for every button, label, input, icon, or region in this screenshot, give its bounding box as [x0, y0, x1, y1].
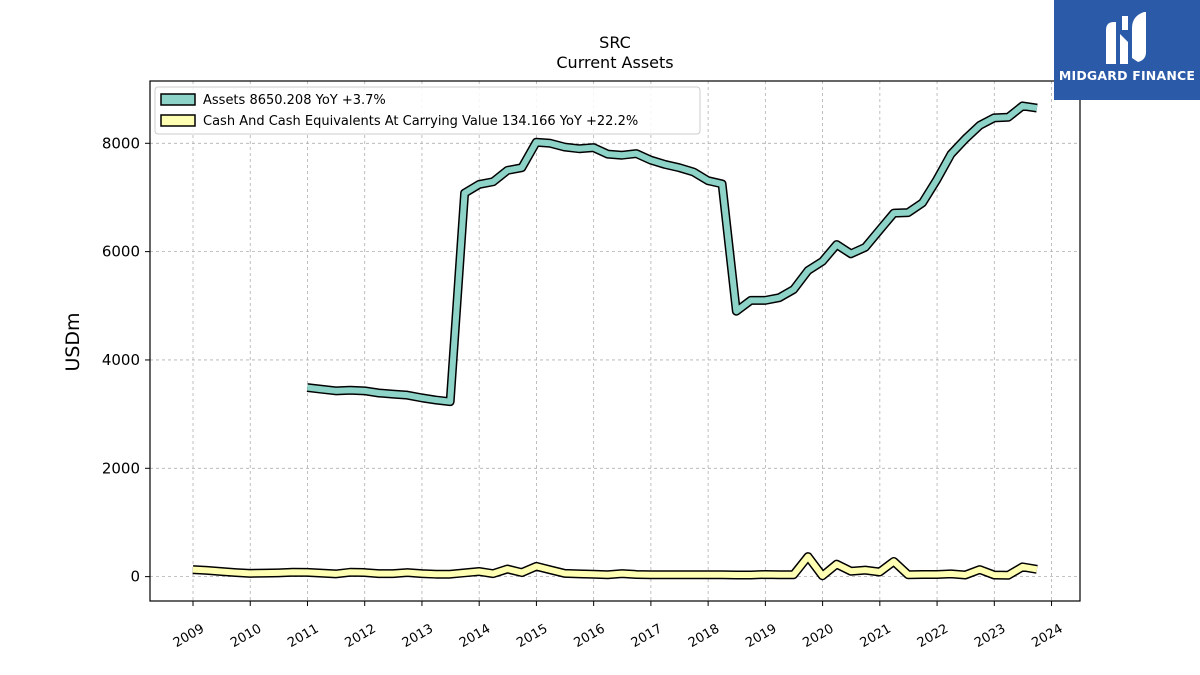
x-tick-label: 2016	[571, 621, 607, 651]
y-tick-label: 2000	[102, 459, 140, 477]
grid	[150, 81, 1080, 601]
legend-label-cash: Cash And Cash Equivalents At Carrying Va…	[203, 114, 638, 129]
series-layer	[192, 101, 1038, 581]
series-outline-assets	[306, 101, 1038, 407]
x-tick-label: 2015	[514, 621, 550, 651]
series-line-cash	[192, 553, 1038, 579]
x-tick-label: 2009	[171, 621, 207, 651]
x-tick-label: 2023	[972, 621, 1008, 651]
x-tick-label: 2024	[1029, 621, 1065, 651]
x-tick-label: 2010	[228, 621, 264, 651]
legend-label-assets: Assets 8650.208 YoY +3.7%	[203, 93, 386, 108]
legend-swatch-cash	[160, 114, 196, 127]
x-tick-label: 2018	[686, 621, 722, 651]
series-line-assets	[306, 102, 1038, 405]
x-tick-label: 2011	[285, 621, 321, 651]
plot-frame	[149, 80, 1081, 602]
y-tick-label: 0	[130, 568, 140, 586]
x-tick-label: 2020	[800, 621, 836, 651]
y-tick-label: 6000	[102, 243, 140, 261]
legend-box	[154, 86, 701, 135]
y-tick-label: 8000	[102, 134, 140, 152]
x-tick-label: 2022	[915, 621, 951, 651]
logo-text: MIDGARD FINANCE	[1058, 68, 1196, 83]
x-tick-label: 2014	[457, 621, 493, 651]
y-axis-label: USDm	[62, 312, 84, 371]
x-tick-label: 2019	[743, 621, 779, 651]
y-tick-label: 4000	[102, 351, 140, 369]
x-tick-label: 2012	[343, 621, 379, 651]
chart-subtitle: Current Assets	[556, 53, 673, 72]
midgard-finance-logo: MIDGARD FINANCE	[1054, 0, 1200, 100]
legend-swatch-assets	[160, 93, 196, 106]
x-tick-label: 2013	[400, 621, 436, 651]
chart-title: SRC	[599, 33, 631, 52]
midgard-logo-icon	[1106, 12, 1146, 64]
x-tick-label: 2021	[858, 621, 894, 651]
x-tick-label: 2017	[629, 621, 665, 651]
legend: Assets 8650.208 YoY +3.7% Cash And Cash …	[154, 86, 701, 135]
